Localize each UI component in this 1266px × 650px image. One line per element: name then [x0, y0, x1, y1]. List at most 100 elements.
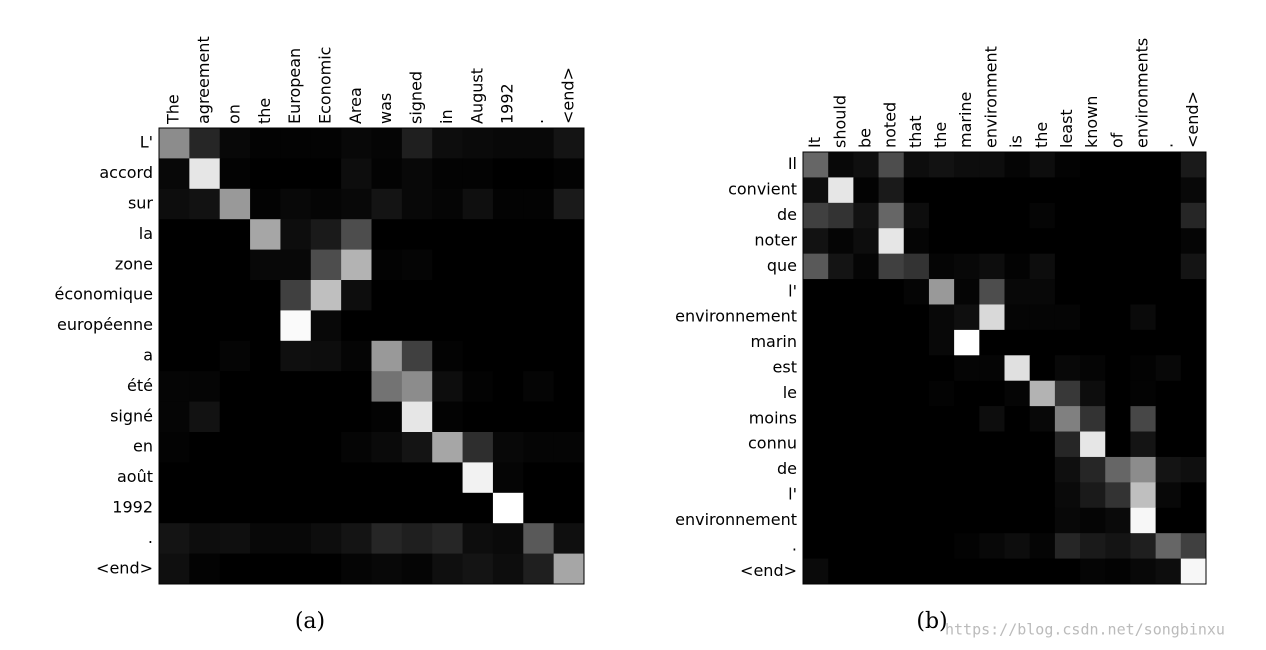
heat-cell [828, 152, 854, 178]
y-label: noter [754, 230, 797, 249]
heat-cell [979, 406, 1005, 433]
x-label: environments [1133, 38, 1152, 148]
heat-cell [828, 329, 854, 356]
y-label: accord [99, 163, 153, 182]
x-label: the [1032, 122, 1051, 148]
heat-cell [878, 152, 905, 178]
heat-cell [1180, 558, 1207, 585]
heat-cell [1004, 253, 1031, 280]
heat-cell [432, 249, 464, 281]
heat-cell [159, 158, 190, 190]
heat-cell [878, 431, 905, 458]
heat-cell [371, 310, 403, 342]
heat-cell [523, 432, 555, 463]
heat-cell [1180, 279, 1207, 305]
heat-cell [432, 553, 464, 585]
heat-cell [401, 128, 433, 159]
y-label: . [148, 528, 153, 547]
heat-cell [903, 253, 930, 280]
heat-cell [928, 482, 955, 509]
heat-cell [1180, 304, 1207, 331]
x-label: was [376, 93, 395, 124]
heat-cell [371, 158, 403, 190]
heat-cell [1130, 507, 1157, 534]
heat-cell [1054, 228, 1081, 255]
heat-cell [523, 280, 555, 311]
heat-cell [462, 249, 494, 281]
heat-cell [853, 507, 880, 534]
heat-cell [523, 340, 555, 372]
heat-cell [310, 432, 342, 463]
heat-cell [401, 523, 433, 555]
heat-cell [1080, 431, 1106, 458]
x-label: Economic [315, 47, 334, 124]
heat-cell [928, 177, 955, 204]
heat-cell [1004, 380, 1031, 407]
heat-cell [432, 492, 464, 524]
heat-cell [1004, 329, 1031, 356]
heat-cell [1054, 431, 1081, 458]
x-label: noted [881, 102, 900, 148]
heat-cell [954, 253, 980, 280]
heat-cell [1029, 380, 1056, 407]
heat-cell [853, 228, 880, 255]
heat-cell [401, 432, 433, 463]
heat-cell [1180, 355, 1207, 382]
heat-cell [462, 371, 494, 403]
heat-cell [1155, 482, 1182, 509]
heat-cell [462, 188, 494, 220]
heat-cell [492, 340, 524, 372]
y-label: marin [750, 332, 797, 351]
heat-cell [401, 249, 433, 281]
heat-cell [803, 380, 829, 407]
heat-cell [1029, 304, 1056, 331]
heat-cell [553, 432, 585, 463]
heat-cell [250, 219, 281, 251]
heat-cell [189, 523, 221, 555]
heat-cell [1105, 253, 1131, 280]
heat-cell [1004, 482, 1031, 509]
heat-cell [189, 371, 221, 403]
heat-cell [432, 310, 464, 342]
heat-cell [903, 406, 930, 433]
heat-cell [1155, 507, 1182, 534]
heat-cell [401, 280, 433, 311]
heat-cell [1054, 380, 1081, 407]
heat-cell [462, 492, 494, 524]
heat-cell [371, 128, 403, 159]
heat-cell [401, 158, 433, 190]
heat-cell [1004, 228, 1031, 255]
heat-cell [432, 371, 464, 403]
heat-cell [310, 128, 342, 159]
heat-cell [432, 128, 464, 159]
heat-cell [462, 340, 494, 372]
heat-cell [903, 431, 930, 458]
heat-cell [1054, 355, 1081, 382]
x-label: The [164, 94, 183, 125]
heat-cell [928, 253, 955, 280]
heat-cell [1155, 533, 1182, 560]
heat-cell [1029, 253, 1056, 280]
heat-cell [371, 371, 403, 403]
heat-cell [1130, 152, 1157, 178]
heat-cell [553, 219, 585, 251]
y-label: en [133, 437, 153, 456]
heat-cell [492, 401, 524, 433]
x-label: should [830, 95, 849, 148]
heat-cell [219, 310, 251, 342]
heat-cell [903, 228, 930, 255]
heat-cell [250, 340, 281, 372]
heat-cell [928, 152, 955, 178]
y-label: . [792, 535, 797, 554]
heat-cell [853, 456, 880, 483]
heat-cell [828, 202, 854, 229]
heat-cell [462, 462, 494, 494]
heat-cell [1130, 431, 1157, 458]
heat-cell [928, 507, 955, 534]
y-label: le [783, 383, 797, 402]
heat-cell [371, 523, 403, 555]
heat-cell [853, 202, 880, 229]
heat-cell [280, 310, 312, 342]
heat-cell [954, 507, 980, 534]
